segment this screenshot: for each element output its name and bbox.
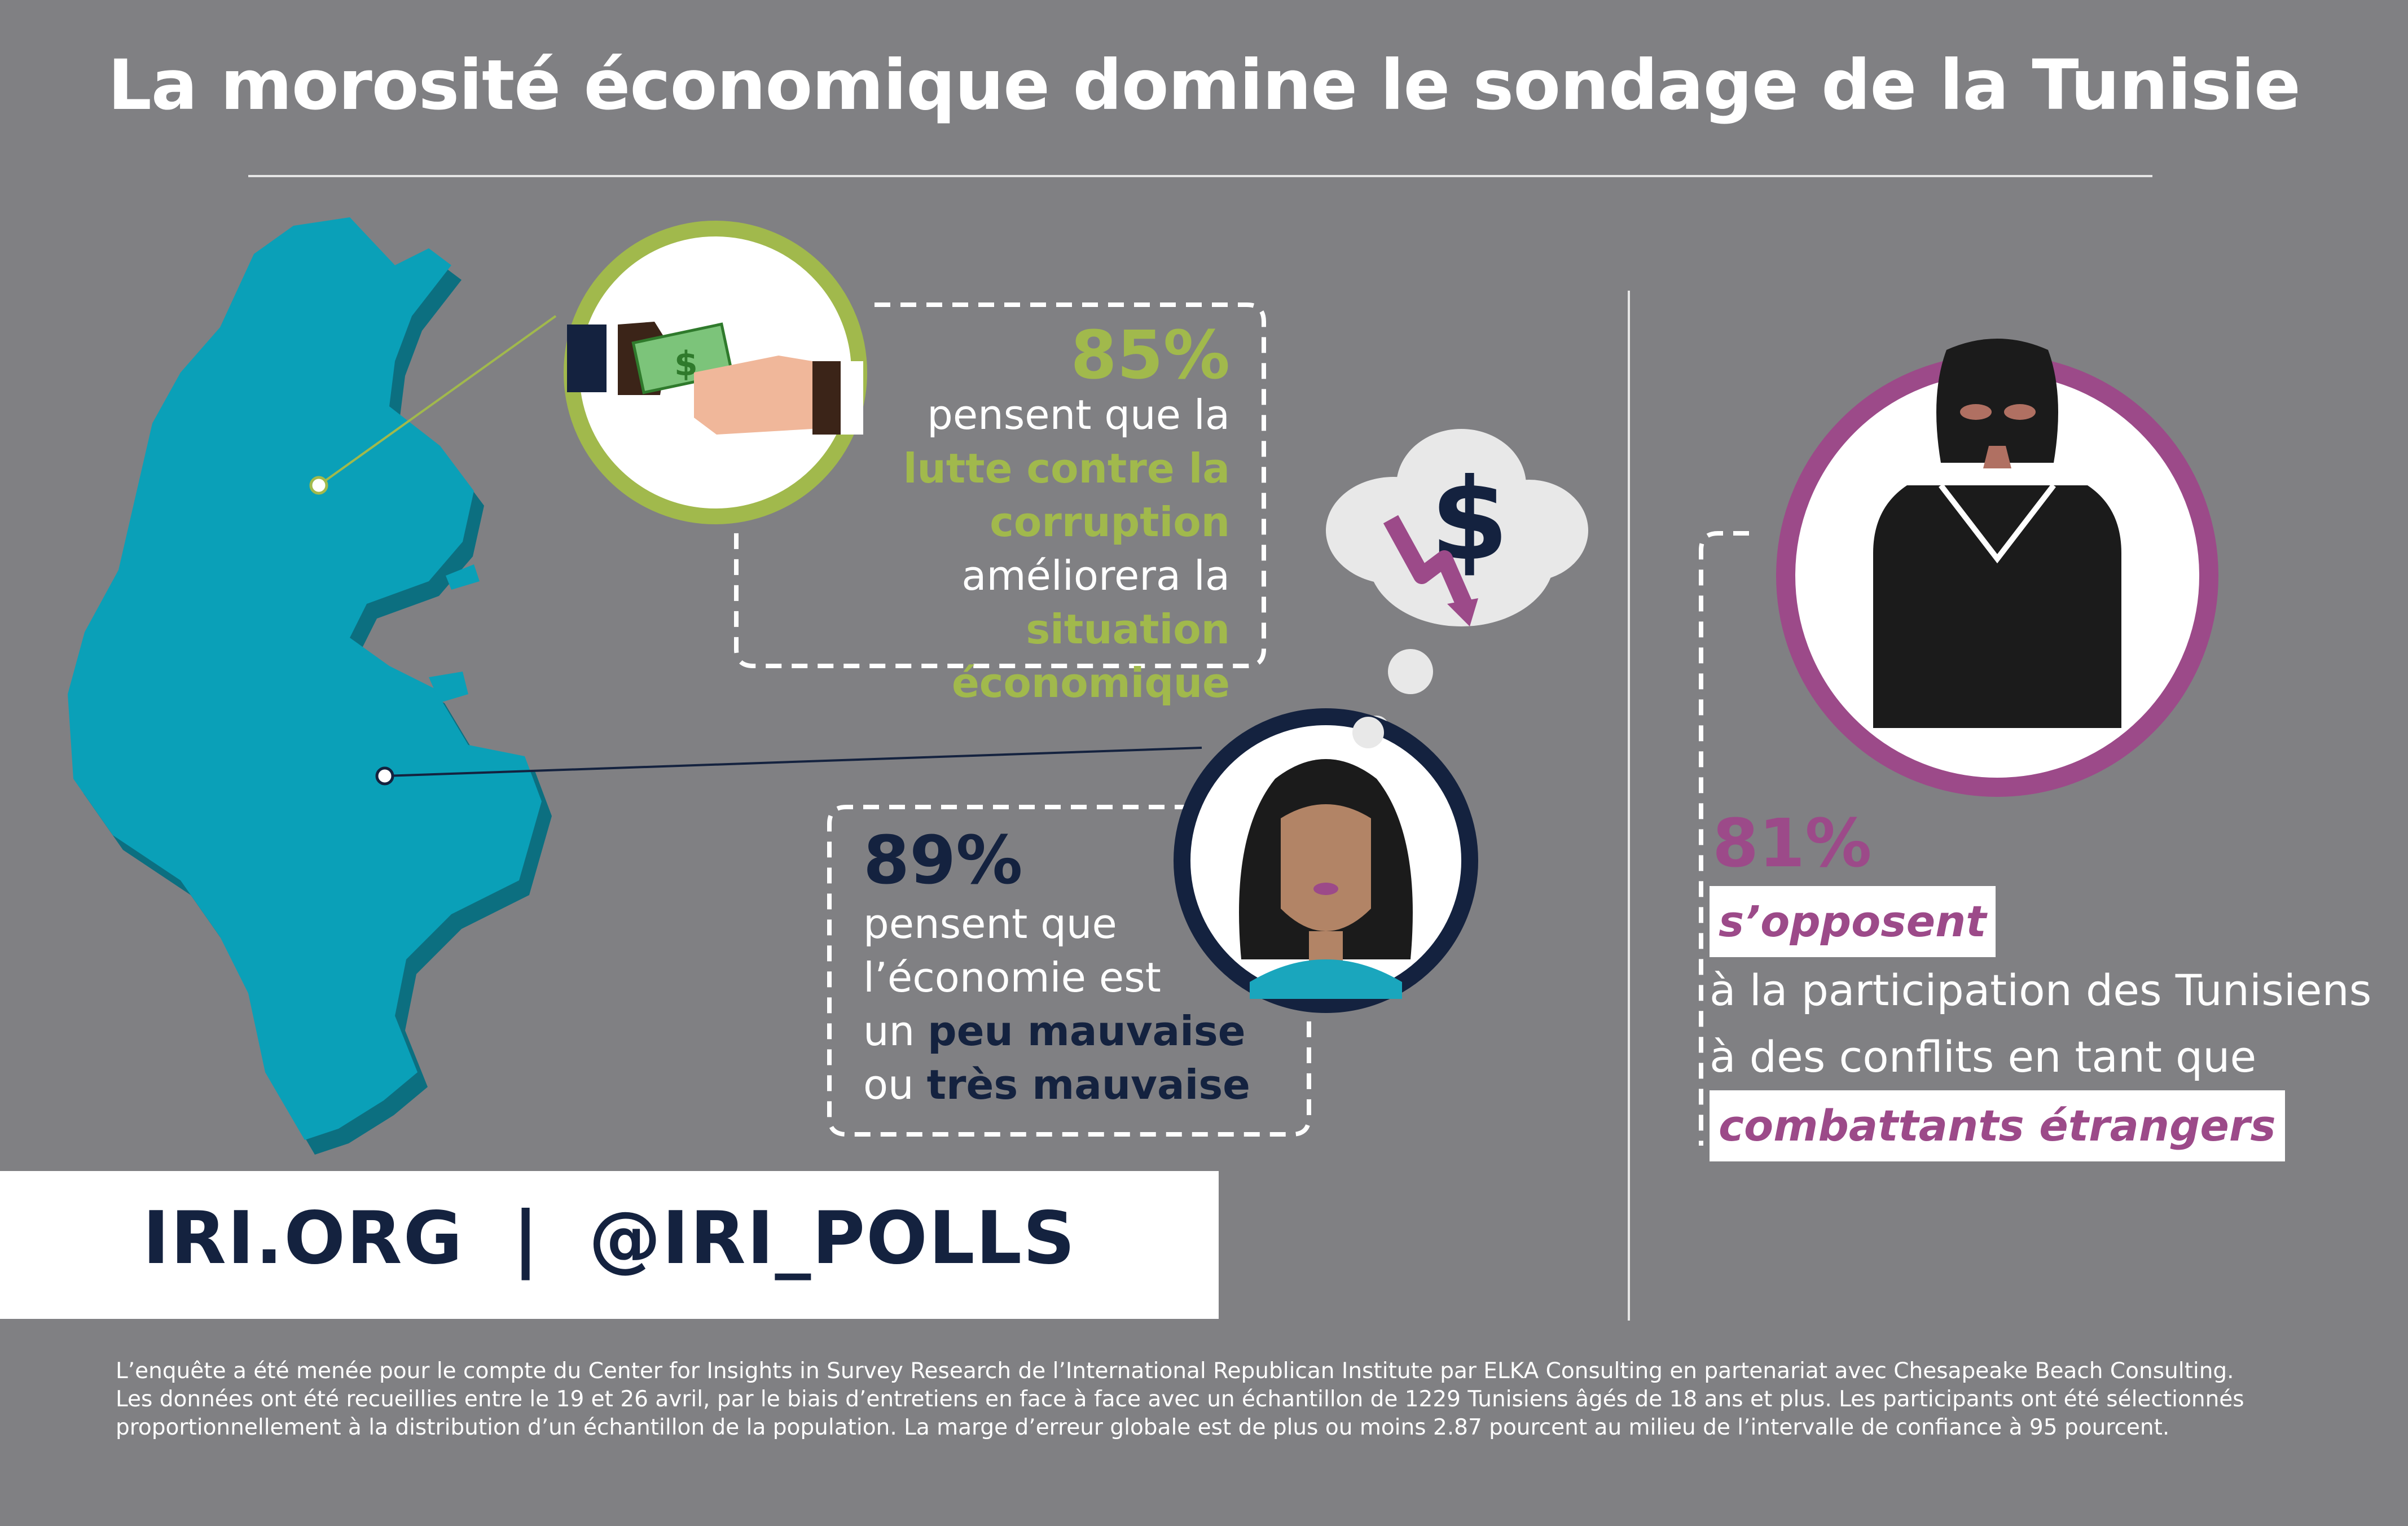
corruption-line-1: pensent que la	[927, 391, 1230, 438]
worried-woman-icon	[1174, 708, 1478, 1013]
footnote-line-1: L’enquête a été menée pour le compte du …	[116, 1358, 2234, 1384]
iri-links: IRI.ORG | @IRI_POLLS	[0, 1196, 1219, 1281]
corruption-line-2: lutte contre la	[903, 445, 1230, 492]
economy-percent: 89%	[863, 821, 1023, 899]
economy-line-3-prefix: un	[863, 1007, 928, 1055]
page-title: La morosité économique domine le sondage…	[108, 45, 2301, 125]
footnote-line-3: proportionnellement à la distribution d’…	[116, 1415, 2170, 1440]
map-marker-south	[375, 766, 394, 786]
fighters-highlight-1: s’opposent	[1710, 886, 1996, 957]
fighters-highlight-2: combattants étrangers	[1710, 1090, 2285, 1161]
economy-line-1: pensent que	[863, 900, 1117, 948]
title-divider	[248, 175, 2152, 177]
iri-handle-link[interactable]: @IRI_POLLS	[588, 1196, 1076, 1281]
economy-text: pensent que l’économie est un peu mauvai…	[863, 897, 1292, 1112]
economy-line-2: l’économie est	[863, 954, 1161, 1001]
connector-line-corruption	[318, 315, 557, 486]
vertical-divider	[1628, 291, 1630, 1321]
fighters-line-2: à des conflits en tant que	[1710, 1032, 2257, 1082]
iri-site-link[interactable]: IRI.ORG	[142, 1196, 464, 1281]
svg-text:$: $	[674, 344, 698, 384]
dollar-falling-icon: $	[1326, 429, 1588, 740]
economy-line-4-bold: très mauvaise	[926, 1061, 1251, 1108]
masked-fighter-icon	[1776, 339, 2218, 797]
connector-line-economy	[384, 747, 1202, 777]
links-separator: |	[512, 1196, 540, 1281]
fighters-percent: 81%	[1712, 804, 1872, 882]
map-marker-north	[309, 476, 328, 495]
card-economy-border	[827, 805, 1311, 1137]
corruption-line-3: corruption	[990, 498, 1230, 546]
card-corruption-border	[734, 302, 1266, 668]
corruption-percent: 85%	[1070, 316, 1230, 394]
iri-banner	[0, 1171, 1219, 1319]
economy-line-3-bold: peu mauvaise	[928, 1007, 1246, 1055]
corruption-line-5: situation économique	[951, 606, 1230, 707]
economy-line-4: ou très mauvaise	[863, 1058, 1292, 1112]
fighters-text: s’opposent à la participation des Tunisi…	[1710, 886, 2387, 1161]
card-fighters-border	[1699, 531, 1749, 1146]
corruption-text: pensent que la lutte contre la corruptio…	[745, 388, 1230, 710]
fighters-line-1: à la participation des Tunisiens	[1710, 965, 2372, 1015]
methodology-footnote: L’enquête a été menée pour le compte du …	[116, 1357, 2316, 1442]
footnote-line-2: Les données ont été recueillies entre le…	[116, 1387, 2244, 1412]
corruption-line-4: améliorera la	[961, 552, 1230, 599]
money-handover-icon: $	[564, 221, 867, 524]
economy-line-3: un peu mauvaise	[863, 1005, 1292, 1058]
economy-line-4-prefix: ou	[863, 1061, 927, 1108]
tunisia-map	[68, 217, 552, 1155]
